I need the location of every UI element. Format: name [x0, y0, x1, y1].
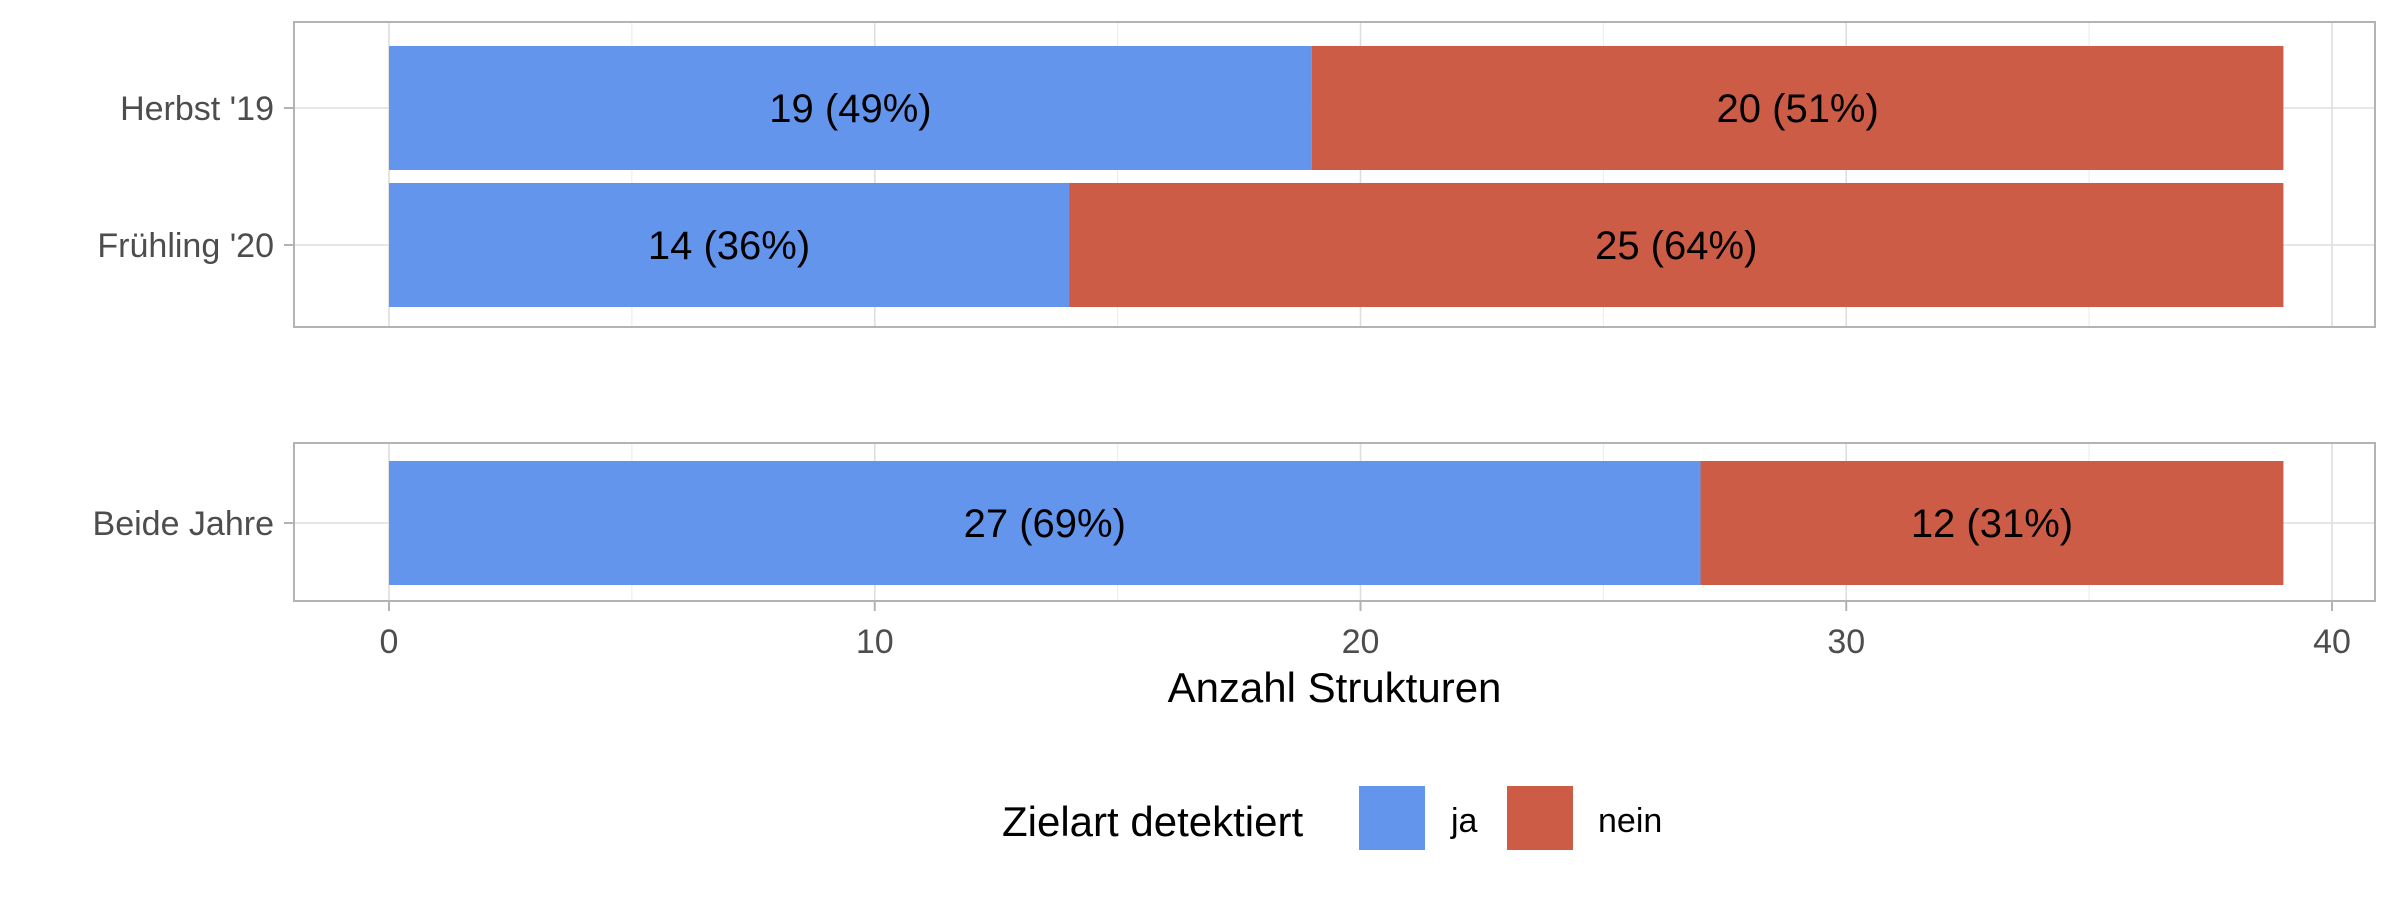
- legend-label-nein: nein: [1598, 802, 1662, 840]
- bar-ja: [389, 46, 1312, 170]
- bar-ja: [389, 461, 1701, 585]
- legend-key-ja: [1359, 786, 1425, 850]
- x-tick-label: 40: [2313, 623, 2351, 661]
- bar-nein: [1311, 46, 2284, 170]
- y-tick-label: Herbst '19: [120, 90, 274, 128]
- bar-label-nein: 25 (64%): [1595, 224, 1757, 268]
- bar-label-nein: 20 (51%): [1717, 87, 1879, 131]
- legend-key-nein: [1507, 786, 1573, 850]
- x-tick-label: 20: [1342, 623, 1380, 661]
- x-tick-label: 10: [856, 623, 894, 661]
- bar-label-nein: 12 (31%): [1911, 502, 2073, 546]
- bar-label-ja: 14 (36%): [648, 224, 810, 268]
- x-tick-label: 0: [380, 623, 399, 661]
- bar-label-ja: 19 (49%): [769, 87, 931, 131]
- bar-label-ja: 27 (69%): [964, 502, 1126, 546]
- y-tick-label: Beide Jahre: [93, 505, 274, 543]
- legend-title: Zielart detektiert: [1002, 798, 1303, 845]
- x-axis-title: Anzahl Strukturen: [1168, 664, 1502, 711]
- bar-nein: [1700, 461, 2284, 585]
- x-tick-label: 30: [1827, 623, 1865, 661]
- bar-ja: [389, 183, 1070, 307]
- panel-border: [293, 21, 2376, 328]
- legend-label-ja: ja: [1450, 802, 1478, 840]
- bar-nein: [1069, 183, 2284, 307]
- y-tick-label: Frühling '20: [97, 227, 274, 265]
